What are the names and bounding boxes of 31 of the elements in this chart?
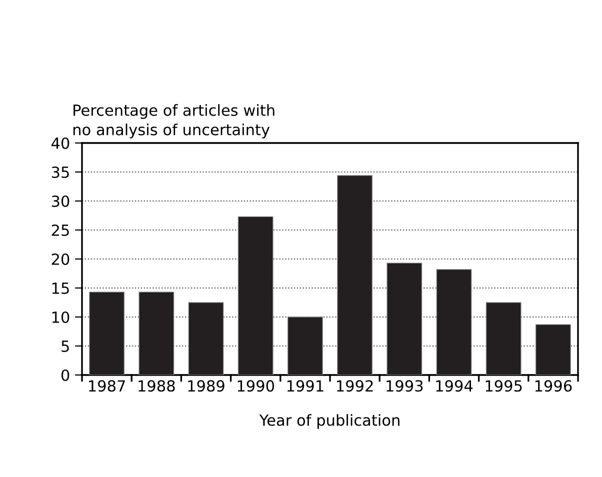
bar (238, 216, 274, 375)
x-tick-label: 1994 (436, 380, 473, 392)
y-tick-label: 35 (52, 166, 69, 178)
x-tick-label: 1996 (535, 380, 572, 392)
y-tick-label: 10 (52, 311, 70, 324)
bar (287, 316, 323, 375)
y-tick-label: 30 (52, 195, 70, 208)
x-tick-label: 1990 (238, 380, 274, 392)
x-axis-title: Year of publication (259, 414, 400, 429)
y-tick-label: 20 (52, 253, 70, 266)
bar (386, 262, 422, 375)
x-tick-label: 1988 (138, 380, 175, 392)
y-tick-label: 15 (52, 282, 69, 294)
bar (486, 302, 522, 375)
x-tick-label: 1989 (188, 380, 224, 392)
bar (535, 324, 571, 375)
x-tick-label: 1991 (287, 380, 324, 392)
y-axis-title: Percentage of articles with no analysis of uncertainty (73, 104, 274, 138)
bar (188, 302, 224, 375)
bar (89, 292, 125, 375)
bar (138, 292, 174, 375)
bar (337, 175, 373, 375)
bar (436, 269, 472, 375)
y-tick-label: 0 (61, 369, 70, 382)
x-tick-label: 1993 (386, 380, 423, 392)
x-tick-label: 1992 (337, 380, 373, 392)
x-tick-label: 1995 (486, 380, 522, 392)
y-tick-label: 40 (52, 137, 70, 150)
x-tick-label: 1987 (89, 380, 125, 392)
y-tick-label: 25 (52, 224, 69, 236)
y-tick-label: 5 (62, 340, 69, 352)
